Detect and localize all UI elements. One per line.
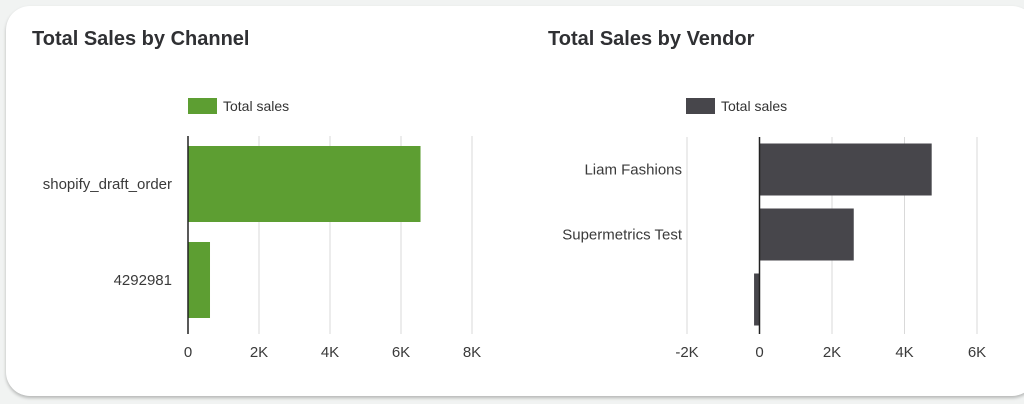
chart-title-channel: Total Sales by Channel xyxy=(32,28,250,50)
category-label: Liam Fashions xyxy=(584,162,682,179)
category-label: 4292981 xyxy=(114,272,172,289)
category-label: Supermetrics Test xyxy=(562,227,683,244)
category-label: shopify_draft_order xyxy=(43,176,172,193)
tick-label: 2K xyxy=(823,344,841,361)
chart-sales-by-vendor: Total sales Liam Fashions Supermetrics Tes… xyxy=(562,98,986,361)
tick-label: 0 xyxy=(184,344,192,361)
chart-title-vendor: Total Sales by Vendor xyxy=(548,28,755,50)
bar[interactable] xyxy=(754,273,760,326)
bar[interactable] xyxy=(759,143,932,196)
bar[interactable] xyxy=(759,208,854,261)
tick-label: -2K xyxy=(675,344,698,361)
tick-label: 8K xyxy=(463,344,481,361)
tick-label: 2K xyxy=(250,344,268,361)
legend-label: Total sales xyxy=(721,98,787,114)
legend-swatch xyxy=(686,98,715,114)
bar[interactable] xyxy=(188,242,211,318)
tick-label: 0 xyxy=(755,344,763,361)
tick-label: 6K xyxy=(968,344,986,361)
chart-sales-by-channel: Total sales shopify_draft_order 4292981 0 2K… xyxy=(43,98,481,361)
dashboard-card xyxy=(6,6,1024,396)
legend-swatch xyxy=(188,98,217,114)
legend-label: Total sales xyxy=(223,98,289,114)
tick-label: 4K xyxy=(321,344,339,361)
tick-label: 6K xyxy=(392,344,410,361)
bar[interactable] xyxy=(188,146,421,222)
tick-label: 4K xyxy=(895,344,913,361)
